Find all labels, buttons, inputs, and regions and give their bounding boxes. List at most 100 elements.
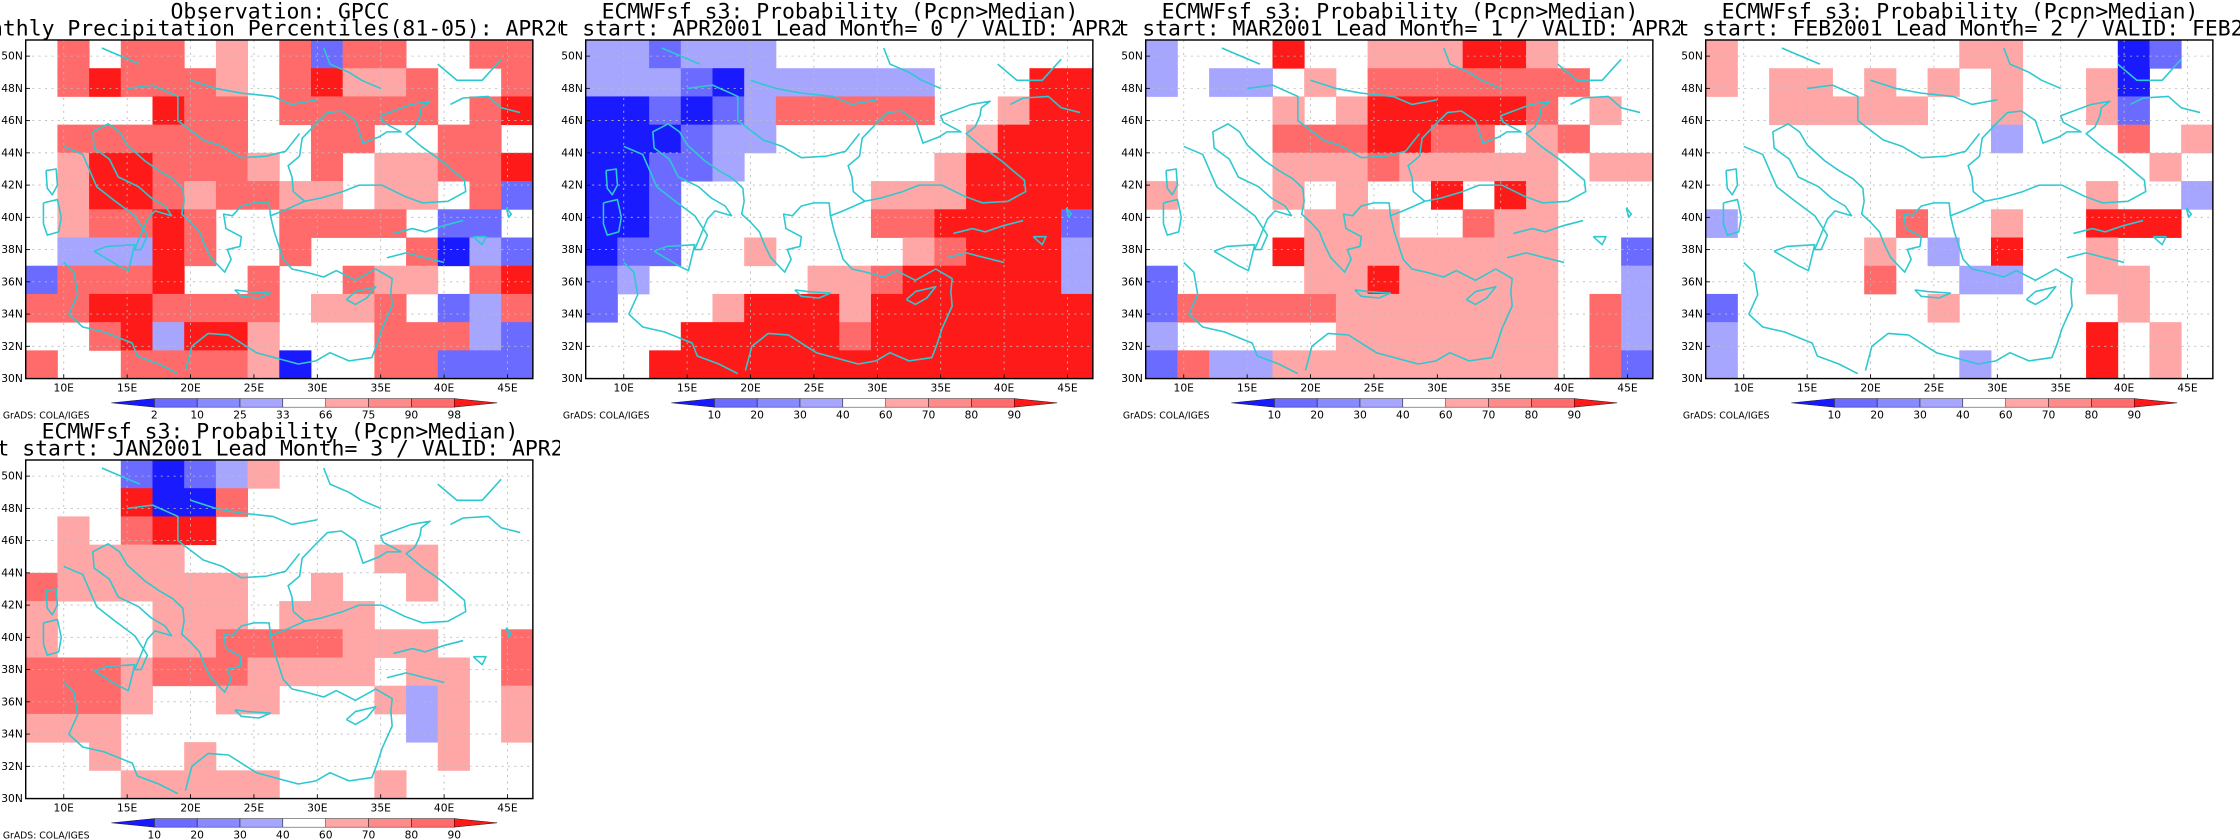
heat-cell: [585, 293, 618, 323]
heat-cell: [89, 572, 122, 602]
heat-cell: [1895, 209, 1929, 238]
coastline: [1310, 79, 1438, 106]
heat-cell: [744, 293, 777, 323]
heat-cell: [1990, 40, 2024, 69]
heat-cell: [1367, 237, 1400, 267]
heat-cell: [501, 713, 534, 743]
panel-svg: ECMWFsf s3: Probability (Pcpn>Median)Fcs…: [560, 0, 1120, 420]
heat-cell: [1430, 124, 1464, 154]
heat-cell: [1335, 293, 1369, 323]
coastline: [2212, 152, 2213, 156]
heat-cell: [1240, 293, 1273, 323]
coastline: [1592, 235, 1607, 246]
coastline: [393, 639, 464, 655]
heat-cell: [469, 237, 502, 267]
heat-cell: [57, 265, 90, 295]
heat-cell: [839, 293, 872, 323]
heat-cell: [152, 40, 185, 69]
heat-cell: [1990, 209, 2024, 238]
heat-cell: [374, 40, 407, 69]
heat-cell: [437, 685, 470, 715]
colorbar-label: 80: [965, 409, 979, 420]
heat-cell: [437, 293, 470, 323]
coastline: [101, 467, 141, 485]
heat-cell: [152, 293, 185, 323]
heat-cell: [57, 181, 90, 210]
heat-cell: [310, 572, 344, 602]
heat-cell: [934, 152, 967, 182]
lat-tick-label: 44N: [561, 146, 583, 159]
heat-cell: [2086, 68, 2119, 97]
lat-tick-label: 30N: [1121, 372, 1143, 385]
heat-cell: [1304, 293, 1337, 323]
heat-cell: [25, 350, 58, 379]
coastline: [1247, 84, 1421, 159]
coastline: [505, 207, 513, 219]
heat-cell: [25, 265, 58, 295]
heat-cell: [152, 265, 185, 295]
lat-tick-label: 40N: [1, 631, 23, 644]
heat-cell: [902, 209, 935, 238]
lon-tick-label: 15E: [677, 381, 698, 394]
heat-cell: [501, 265, 534, 295]
map-frame: [24, 39, 534, 380]
lat-tick-label: 36N: [1681, 275, 1703, 288]
heat-cell: [807, 68, 840, 97]
heat-cell: [120, 293, 153, 323]
colorbar-segment: [1359, 398, 1404, 408]
coastline-group: [1162, 47, 1653, 375]
heat-cell: [215, 124, 249, 154]
lon-tick-label: 40E: [434, 381, 455, 394]
heat-cell: [184, 657, 217, 687]
heat-cell: [1769, 68, 1802, 97]
heat-cell: [1462, 152, 1495, 182]
lon-tick-label: 15E: [1237, 381, 1258, 394]
coastline: [450, 515, 521, 534]
heat-cell: [2086, 181, 2119, 210]
lat-tick-label: 46N: [1681, 114, 1703, 127]
lat-tick-label: 42N: [1, 599, 23, 612]
heat-cell: [342, 209, 375, 238]
coastline: [605, 168, 619, 196]
heat-cell: [469, 265, 502, 295]
lat-tick-label: 30N: [1681, 372, 1703, 385]
panel-lead-0: ECMWFsf s3: Probability (Pcpn>Median)Fcs…: [560, 0, 1120, 420]
colorbar-label: 60: [1439, 409, 1453, 420]
heat-cell: [1526, 350, 1559, 379]
heat-cell: [152, 124, 185, 154]
heat-cell: [1430, 40, 1464, 69]
coastline: [45, 588, 59, 616]
lat-tick-label: 34N: [561, 308, 583, 321]
chart-title: ECMWFsf s3: Probability (Pcpn>Median): [1722, 0, 2199, 25]
chart-subtitle: Fcst start: FEB2001 Lead Month= 2 / VALI…: [1680, 17, 2240, 42]
heat-cell: [1272, 350, 1305, 379]
heat-cell: [152, 629, 185, 658]
heat-cell: [1526, 96, 1559, 126]
colorbar-segment: [111, 398, 155, 408]
heat-cell: [649, 350, 682, 379]
heat-cell: [807, 293, 840, 323]
heat-cell: [870, 293, 904, 323]
heat-cell: [25, 685, 58, 715]
lat-tick-label: 32N: [1681, 340, 1703, 353]
coastline: [661, 47, 701, 65]
coastline: [101, 47, 141, 65]
heat-cell: [1029, 350, 1062, 379]
heat-cell: [406, 68, 439, 97]
heat-cell: [437, 350, 470, 379]
coastline: [63, 100, 467, 273]
colorbar-segment: [756, 398, 801, 408]
heat-cell: [1399, 68, 1432, 97]
heat-cell: [437, 152, 470, 182]
coastline-group: [602, 47, 1093, 375]
heat-cell: [152, 460, 185, 489]
coastline-group: [1722, 47, 2213, 375]
heat-cell: [1061, 124, 1094, 154]
heat-cell: [1864, 265, 1897, 295]
heat-cell: [437, 713, 470, 743]
colorbar-label: 30: [233, 829, 247, 840]
heat-cell: [1589, 152, 1622, 182]
heat-cell: [2117, 68, 2150, 97]
heat-cell: [1029, 124, 1062, 154]
heat-cell: [57, 544, 90, 574]
